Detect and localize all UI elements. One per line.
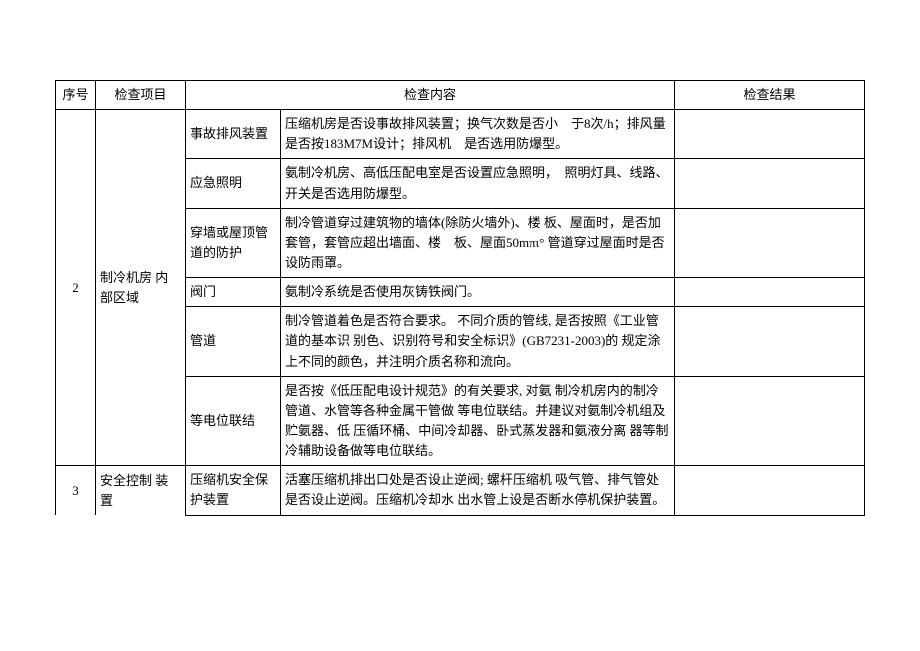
cell-content: 氨制冷系统是否使用灰铸铁阀门。: [281, 278, 675, 307]
cell-item: 制冷机房 内部区域: [96, 110, 186, 466]
cell-sub: 压缩机安全保护装置: [186, 466, 281, 515]
cell-result: [675, 466, 865, 515]
page: 序号 检查项目 检查内容 检查结果 2 制冷机房 内部区域 事故排风装置 压缩机…: [0, 0, 920, 651]
cell-result: [675, 376, 865, 466]
cell-seq: 3: [56, 466, 96, 515]
cell-content: 氨制冷机房、高低压配电室是否设置应急照明， 照明灯具、线路、开关是否选用防爆型。: [281, 159, 675, 208]
cell-sub: 事故排风装置: [186, 110, 281, 159]
cell-content: 制冷管道穿过建筑物的墙体(除防火墙外)、楼 板、屋面时，是否加套管，套管应超出墙…: [281, 208, 675, 277]
header-seq: 序号: [56, 81, 96, 110]
header-result: 检查结果: [675, 81, 865, 110]
table-row: 2 制冷机房 内部区域 事故排风装置 压缩机房是否设事故排风装置；换气次数是否小…: [56, 110, 865, 159]
cell-sub: 阀门: [186, 278, 281, 307]
table-row: 3 安全控制 装置 压缩机安全保护装置 活塞压缩机排出口处是否设止逆阀; 螺杆压…: [56, 466, 865, 515]
cell-result: [675, 278, 865, 307]
cell-result: [675, 110, 865, 159]
cell-content: 压缩机房是否设事故排风装置；换气次数是否小 于8次/h；排风量是否按183M7M…: [281, 110, 675, 159]
cell-content: 活塞压缩机排出口处是否设止逆阀; 螺杆压缩机 吸气管、排气管处是否设止逆阀。压缩…: [281, 466, 675, 515]
cell-result: [675, 208, 865, 277]
cell-content: 是否按《低压配电设计规范》的有关要求, 对氨 制冷机房内的制冷管道、水管等各种金…: [281, 376, 675, 466]
cell-seq: 2: [56, 110, 96, 466]
cell-content: 制冷管道着色是否符合要求。 不同介质的管线, 是否按照《工业管道的基本识 别色、…: [281, 307, 675, 376]
cell-item: 安全控制 装置: [96, 466, 186, 515]
cell-sub: 等电位联结: [186, 376, 281, 466]
cell-sub: 应急照明: [186, 159, 281, 208]
header-item: 检查项目: [96, 81, 186, 110]
cell-sub: 管道: [186, 307, 281, 376]
inspection-table: 序号 检查项目 检查内容 检查结果 2 制冷机房 内部区域 事故排风装置 压缩机…: [55, 80, 865, 516]
cell-result: [675, 307, 865, 376]
header-content: 检查内容: [186, 81, 675, 110]
table-header-row: 序号 检查项目 检查内容 检查结果: [56, 81, 865, 110]
cell-result: [675, 159, 865, 208]
cell-sub: 穿墙或屋顶管道的防护: [186, 208, 281, 277]
